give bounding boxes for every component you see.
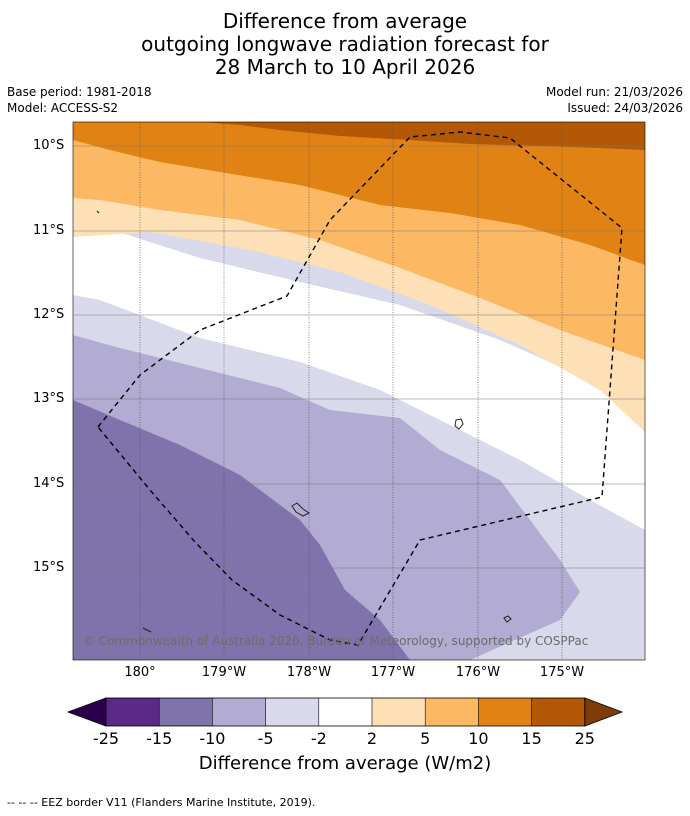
lat-label-10s: 10°S <box>33 138 65 153</box>
anomaly-band-neg-15-10 <box>73 400 410 660</box>
colorbar-swatch-7 <box>425 698 479 726</box>
anomaly-band-pos-10-15 <box>73 122 645 265</box>
colorbar-swatch-5 <box>318 698 372 726</box>
colorbar-frame <box>105 697 586 727</box>
model-run-text: Model run: 21/03/2026 <box>545 85 683 99</box>
map-plot-area <box>73 122 645 660</box>
chart-title-line-3: 28 March to 10 April 2026 <box>214 55 476 79</box>
colorbar-swatch-8 <box>478 698 532 726</box>
lon-label-176w: 176°W <box>455 665 501 680</box>
lat-label-15s: 15°S <box>33 560 65 575</box>
base-period-text: Base period: 1981-2018 <box>7 85 152 99</box>
island-outline-north <box>96 210 100 214</box>
colorbar-tick: -10 <box>199 729 226 748</box>
lon-label-180: 180° <box>124 665 156 680</box>
chart-title-line-2: outgoing longwave radiation forecast for <box>141 32 549 56</box>
colorbar-tick: -5 <box>257 729 274 748</box>
colorbar-swatch-4 <box>265 698 319 726</box>
anomaly-band-neutral <box>73 220 645 530</box>
colorbar-tick: 2 <box>366 729 378 748</box>
map-frame <box>72 121 646 661</box>
colorbar-tick: -25 <box>92 729 120 748</box>
lat-label-11s: 11°S <box>33 223 65 238</box>
colorbar-swatch-2 <box>159 698 213 726</box>
lat-label-14s: 14°S <box>33 476 65 491</box>
colorbar-swatch-1 <box>106 698 160 726</box>
colorbar-tick: 10 <box>468 729 489 748</box>
lon-label-179w: 179°W <box>201 665 247 680</box>
chart-title-line-1: Difference from average <box>222 9 468 33</box>
colorbar-tick: -15 <box>146 729 173 748</box>
island-outline-southeast <box>503 615 512 623</box>
island-outline-west <box>142 627 152 633</box>
colorbar-extend-low <box>66 697 107 727</box>
colorbar <box>66 697 624 727</box>
colorbar-extend-high <box>584 697 624 727</box>
colorbar-swatch-3 <box>212 698 266 726</box>
copyright-text: © Commonwealth of Australia 2026, Bureau… <box>83 634 588 648</box>
colorbar-tick: 5 <box>420 729 431 748</box>
eez-border <box>97 131 623 646</box>
lon-label-177w: 177°W <box>370 665 416 680</box>
colorbar-tick: 25 <box>574 729 595 748</box>
lat-label-12s: 12°S <box>33 307 65 322</box>
colorbar-tick: 15 <box>521 729 542 748</box>
colorbar-tick: -2 <box>310 729 327 748</box>
longitude-gridlines <box>139 122 563 660</box>
colorbar-swatch-9 <box>531 698 585 726</box>
model-text: Model: ACCESS-S2 <box>7 101 119 115</box>
island-outline-northeast <box>454 418 464 430</box>
colorbar-label: Difference from average (W/m2) <box>198 753 492 774</box>
eez-border-footnote: -- -- -- EEZ border V11 (Flanders Marine… <box>7 796 316 809</box>
colorbar-swatch-6 <box>372 698 426 726</box>
lon-label-175w: 175°W <box>539 665 585 680</box>
lat-label-13s: 13°S <box>33 391 65 406</box>
lon-label-178w: 178°W <box>286 665 332 680</box>
latitude-gridlines <box>73 145 645 569</box>
issued-text: Issued: 24/03/2026 <box>567 101 683 115</box>
island-outline-southwest <box>291 502 310 517</box>
